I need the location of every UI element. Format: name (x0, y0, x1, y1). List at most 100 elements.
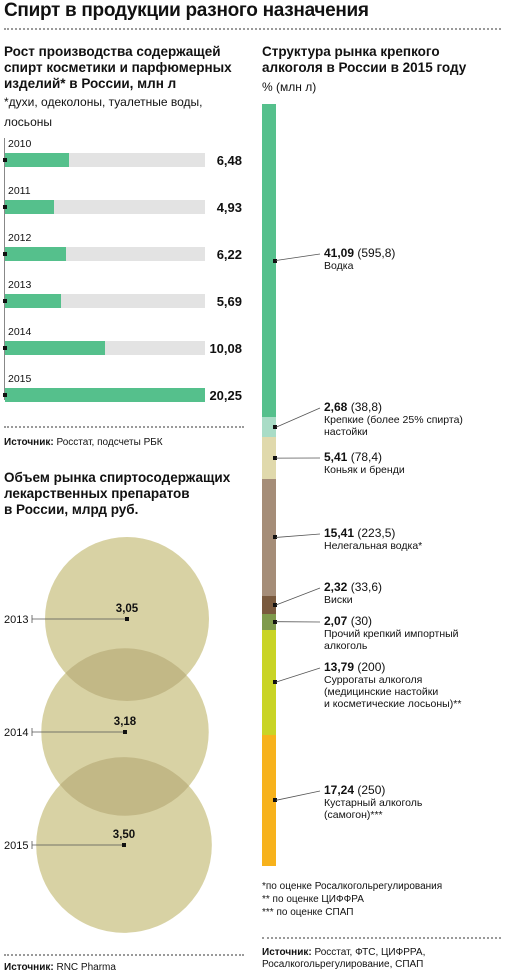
medicine-source-divider (4, 954, 244, 956)
bubble-center-dot (122, 843, 126, 847)
axis-tick (3, 252, 7, 256)
bar-track (5, 200, 205, 214)
segment-name: (медицинские настойки (324, 686, 439, 698)
segment-volume: (595,8) (354, 246, 396, 260)
year-tick-label: 2015 (8, 373, 32, 385)
segment-label: 15,41 (223,5) Нелегальная водка* (324, 526, 422, 552)
source-text: Росстат, подсчеты РБК (53, 437, 163, 448)
leader-line (275, 253, 321, 261)
stack-segment (262, 417, 276, 438)
bubble-value-label: 3,18 (114, 716, 137, 728)
segment-volume: (223,5) (354, 526, 396, 540)
cosmetics-title-line: Рост производства содержащей (4, 44, 221, 59)
segment-label: 17,24 (250) Кустарный алкоголь (самогон)**… (324, 783, 422, 821)
year-tick-label: 2011 (8, 185, 31, 197)
stack-segment (262, 596, 276, 614)
bar (5, 388, 205, 402)
cosmetics-note-line: *духи, одеколоны, туалетные воды, (4, 95, 203, 109)
bubble-center-dot (125, 617, 129, 621)
source-text: Росалкогольрегулирование, СПАП (262, 959, 424, 970)
segment-volume: (78,4) (347, 450, 383, 464)
medicine-source: Источник: RNC Pharma (4, 962, 116, 974)
medicine-chart-title: Объем рынка спиртосодержащих лекарственн… (4, 470, 230, 518)
axis-tick (3, 393, 7, 397)
leader-line (275, 667, 321, 683)
bar (5, 341, 105, 355)
alcohol-source-divider (262, 937, 501, 939)
bar-track (5, 294, 205, 308)
footnote: ** по оценке ЦИФФРА (262, 894, 364, 905)
cosmetics-source-divider (4, 426, 244, 428)
cosmetics-note-line: лосьоны (4, 115, 52, 129)
leader-line (275, 407, 321, 428)
segment-percent: 2,32 (324, 580, 348, 594)
medicine-title-line: Объем рынка спиртосодержащих (4, 470, 231, 485)
bar (5, 247, 67, 261)
segment-name: Кустарный алкоголь (324, 797, 423, 809)
bubble-value-label: 3,50 (113, 829, 135, 841)
segment-label: 2,32 (33,6) Виски (324, 580, 382, 606)
segment-percent: 5,41 (324, 450, 348, 464)
segment-name: алкоголь (324, 640, 368, 652)
source-label: Источник: (4, 962, 54, 973)
year-label: 2015 (4, 840, 28, 852)
segment-name: и косметические лосьоны)** (324, 698, 462, 710)
bubble-overlap-area (41, 757, 209, 816)
alcohol-title-line: Структура рынка крепкого (262, 44, 440, 59)
segment-marker (273, 535, 277, 540)
segment-volume: (200) (354, 660, 386, 674)
segment-volume: (250) (354, 783, 386, 797)
segment-label: 2,68 (38,8) Крепкие (более 25% спирта) нас… (324, 400, 463, 438)
bar-value-label: 10,08 (209, 341, 242, 356)
footnote: *** по оценке СПАП (262, 907, 354, 918)
cosmetics-chart-title: Рост производства содержащей спирт косме… (4, 44, 232, 92)
segment-volume: (33,6) (347, 580, 383, 594)
bubble-center-dot (123, 730, 127, 734)
stack-segment (262, 478, 276, 597)
axis-tick (3, 158, 7, 162)
segment-percent: 41,09 (324, 246, 355, 260)
bar-track (5, 247, 205, 261)
segment-name: Прочий крепкий импортный (324, 628, 459, 640)
bar-track (5, 153, 205, 167)
segment-name: Нелегальная водка* (324, 540, 423, 552)
source-text: RNC Pharma (53, 962, 116, 973)
segment-marker (273, 602, 277, 607)
bar (5, 200, 54, 214)
year-tick-label: 2012 (8, 232, 32, 244)
segment-name: настойки (324, 426, 368, 438)
segment-name: (самогон)*** (324, 809, 383, 821)
stack-segment (262, 104, 276, 418)
leader-line (275, 533, 321, 538)
year-label: 2013 (4, 614, 28, 626)
medicine-title-line: лекарственных препаратов (4, 486, 190, 501)
year-tick-label: 2013 (8, 279, 32, 291)
leader-line (275, 587, 321, 606)
bar-track (5, 341, 205, 355)
source-label: Источник: (4, 437, 54, 448)
year-tick-label: 2010 (8, 138, 32, 150)
segment-label: 2,07 (30) Прочий крепкий импортный алкогол… (324, 614, 459, 652)
segment-label: 5,41 (78,4) Коньяк и бренди (324, 450, 405, 476)
segment-percent: 17,24 (324, 783, 355, 797)
alcohol-footnotes: *по оценке Росалкогольрегулирования ** п… (262, 880, 442, 919)
segment-name: Коньяк и бренди (324, 464, 405, 476)
segment-percent: 2,68 (324, 400, 348, 414)
segment-name: Водка (324, 260, 354, 272)
bar-value-label: 6,22 (216, 247, 242, 262)
stack-segment (262, 613, 276, 630)
alcohol-chart-title: Структура рынка крепкого алкоголя в Росс… (262, 44, 466, 76)
bar-value-label: 20,25 (209, 388, 242, 403)
stack-segment (262, 734, 276, 866)
bubble-value-label: 3,05 (116, 603, 139, 615)
segment-marker (273, 680, 277, 685)
segment-volume: (38,8) (347, 400, 383, 414)
